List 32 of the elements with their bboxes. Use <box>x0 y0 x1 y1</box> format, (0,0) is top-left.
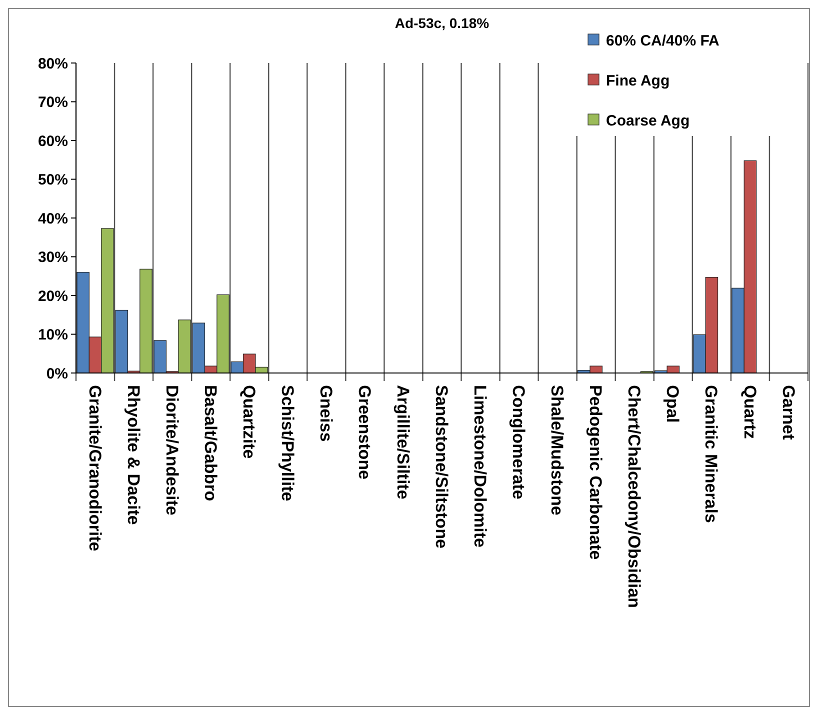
legend-label: 60% CA/40% FA <box>606 32 720 50</box>
y-tick-label: 80% <box>38 55 68 72</box>
x-tick-label: Argillite/Siltite <box>394 385 413 500</box>
x-tick-label: Schist/Phyllite <box>278 385 297 502</box>
x-tick-label: Greenstone <box>354 385 374 480</box>
y-tick-label: 50% <box>38 172 68 188</box>
y-tick-label: 20% <box>38 288 68 305</box>
chart-title: Ad-53c, 0.18% <box>394 15 490 31</box>
x-tick-label: Chert/Chalcedony/Obsidian <box>624 385 644 608</box>
x-tick-label: Limestone/Dolomite <box>470 385 490 548</box>
x-tick-label: Basalt/Gabbro <box>200 385 220 502</box>
x-tick-label: Quartz <box>740 385 760 439</box>
x-tick-label: Rhyolite & Dacite <box>124 385 143 525</box>
y-tick-label: 70% <box>38 94 68 111</box>
x-tick-label: Conglomerate <box>509 385 528 500</box>
legend-label: Coarse Agg <box>606 112 690 130</box>
x-tick-label: Shale/Mudstone <box>548 385 567 516</box>
x-tick-label: Gneiss <box>316 385 336 442</box>
x-tick-label: Granite/Granodiorite <box>85 385 104 552</box>
x-tick-label: Sandstone/Siltstone <box>432 385 452 548</box>
y-tick-label: 30% <box>38 249 68 266</box>
y-tick-label: 40% <box>38 210 68 228</box>
y-tick-label: 10% <box>38 326 68 344</box>
y-tick-label: 0% <box>46 365 68 382</box>
legend-label: Fine Agg <box>606 72 670 90</box>
x-tick-label: Opal <box>663 385 682 423</box>
x-tick-label: Garnet <box>778 385 798 440</box>
x-tick-label: Pedogenic Carbonate <box>586 385 606 560</box>
x-tick-label: Quartzite <box>239 385 258 459</box>
x-tick-label: Granitic Minerals <box>702 385 721 523</box>
y-tick-label: 60% <box>38 132 68 150</box>
x-tick-label: Diorite/Andesite <box>162 385 182 516</box>
